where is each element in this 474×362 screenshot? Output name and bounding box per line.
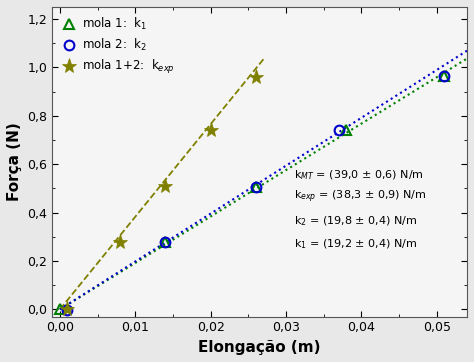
mola 1+2:  k$_{exp}$: (0.001, 0): k$_{exp}$: (0.001, 0) — [64, 307, 70, 312]
Line: mola 1+2:  k$_{exp}$: mola 1+2: k$_{exp}$ — [60, 70, 264, 317]
Text: k$_{exp}$ = (38,3 ± 0,9) N/m: k$_{exp}$ = (38,3 ± 0,9) N/m — [293, 189, 426, 205]
mola 1:  k$_1$: (0.038, 0.74): k$_1$: (0.038, 0.74) — [344, 128, 349, 132]
mola 2:  k$_2$: (0.051, 0.965): k$_2$: (0.051, 0.965) — [442, 74, 447, 78]
mola 2:  k$_2$: (0.037, 0.74): k$_2$: (0.037, 0.74) — [336, 128, 342, 132]
mola 1:  k$_1$: (0, 0): k$_1$: (0, 0) — [57, 307, 63, 312]
mola 1:  k$_1$: (0.051, 0.965): k$_1$: (0.051, 0.965) — [442, 74, 447, 78]
mola 1+2:  k$_{exp}$: (0.014, 0.51): k$_{exp}$: (0.014, 0.51) — [163, 184, 168, 188]
Legend: mola 1:  k$_1$, mola 2:  k$_2$, mola 1+2:  k$_{exp}$: mola 1: k$_1$, mola 2: k$_2$, mola 1+2: … — [58, 13, 178, 80]
Text: k$_{MT}$ = (39,0 ± 0,6) N/m: k$_{MT}$ = (39,0 ± 0,6) N/m — [293, 169, 423, 182]
mola 1:  k$_1$: (0.014, 0.278): k$_1$: (0.014, 0.278) — [163, 240, 168, 244]
Line: mola 2:  k$_2$: mola 2: k$_2$ — [63, 71, 449, 315]
mola 2:  k$_2$: (0.026, 0.505): k$_2$: (0.026, 0.505) — [253, 185, 259, 189]
mola 1:  k$_1$: (0.026, 0.505): k$_1$: (0.026, 0.505) — [253, 185, 259, 189]
Text: k$_1$ = (19,2 ± 0,4) N/m: k$_1$ = (19,2 ± 0,4) N/m — [293, 238, 417, 251]
Line: mola 1:  k$_1$: mola 1: k$_1$ — [55, 71, 449, 314]
Y-axis label: Força (N): Força (N) — [7, 122, 22, 201]
mola 2:  k$_2$: (0.014, 0.278): k$_2$: (0.014, 0.278) — [163, 240, 168, 244]
mola 1+2:  k$_{exp}$: (0.008, 0.278): k$_{exp}$: (0.008, 0.278) — [118, 240, 123, 244]
mola 1+2:  k$_{exp}$: (0.02, 0.74): k$_{exp}$: (0.02, 0.74) — [208, 128, 214, 132]
mola 2:  k$_2$: (0.001, -0.002): k$_2$: (0.001, -0.002) — [64, 308, 70, 312]
X-axis label: Elongação (m): Elongação (m) — [199, 340, 321, 355]
mola 1+2:  k$_{exp}$: (0.026, 0.96): k$_{exp}$: (0.026, 0.96) — [253, 75, 259, 79]
Text: k$_2$ = (19,8 ± 0,4) N/m: k$_2$ = (19,8 ± 0,4) N/m — [293, 215, 417, 228]
